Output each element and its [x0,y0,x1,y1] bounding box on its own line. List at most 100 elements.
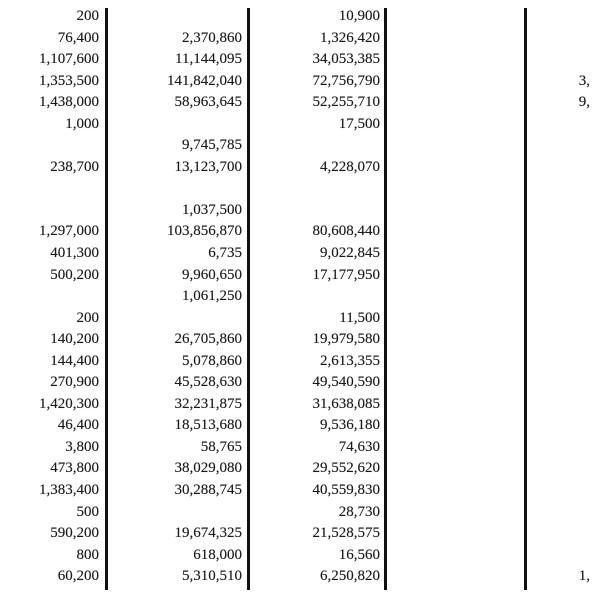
col2-amount: 11,144,095 [175,51,242,68]
col2-amount: 58,765 [200,438,242,455]
col2-amount: 13,123,700 [174,158,243,175]
table-row: 9,745,785 [0,135,600,157]
col1-amount: 500,200 [50,266,99,283]
col2-amount: 32,231,875 [174,395,243,412]
table-row: 46,400 18,513,680 9,536,180 [0,415,600,437]
col1-amount: 1,000 [65,115,99,132]
table-row: 1,000 17,500 [0,114,600,136]
col3-amount: 19,979,580 [312,331,381,348]
column-divider-3 [384,8,387,590]
col2-amount: 9,745,785 [182,137,242,154]
col3-amount: 29,552,620 [312,460,381,477]
col1-amount: 1,420,300 [39,395,99,412]
table-row: 3,800 58,765 74,630 [0,437,600,459]
table-row: 1,061,250 [0,286,600,308]
col3-amount: 9,022,845 [320,245,380,262]
col3-amount: 17,500 [338,115,380,132]
table-row: 1,037,500 [0,200,600,222]
col2-amount: 103,856,870 [167,223,242,240]
col2-amount: 2,370,860 [182,29,242,46]
col4-amount-truncated: 3, [578,72,590,89]
table-row: 1,297,000 103,856,870 80,608,440 [0,221,600,243]
col1-amount: 144,400 [50,352,99,369]
col3-amount: 34,053,385 [312,51,381,68]
col1-amount: 76,400 [57,29,99,46]
col3-amount: 1,326,420 [320,29,380,46]
col2-amount: 45,528,630 [174,374,243,391]
col4-amount-truncated: 9, [578,94,590,111]
table-row: 1,420,300 32,231,875 31,638,085 [0,394,600,416]
col1-amount: 60,200 [57,568,99,585]
table-row: 401,300 6,735 9,022,845 [0,243,600,265]
ledger-table: 200 10,900 76,400 2,370,860 1,326,420 1,… [0,6,600,588]
table-row: 200 11,500 [0,308,600,330]
table-row: 500 28,730 [0,502,600,524]
table-row: 473,800 38,029,080 29,552,620 [0,458,600,480]
col3-amount: 72,756,790 [312,72,381,89]
table-row: 1,353,500 141,842,040 72,756,790 3, [0,71,600,93]
col3-amount: 4,228,070 [320,158,380,175]
table-row: 1,383,400 30,288,745 40,559,830 [0,480,600,502]
col2-amount: 141,842,040 [167,72,242,89]
col2-amount: 30,288,745 [174,482,243,499]
table-row: 144,400 5,078,860 2,613,355 [0,351,600,373]
col1-amount: 590,200 [50,525,99,542]
col3-amount: 49,540,590 [312,374,381,391]
table-row: 1,438,000 58,963,645 52,255,710 9, [0,92,600,114]
col2-amount: 1,037,500 [182,201,242,218]
col1-amount: 140,200 [50,331,99,348]
col1-amount: 1,353,500 [39,72,99,89]
col1-amount: 473,800 [50,460,99,477]
table-row: 200 10,900 [0,6,600,28]
column-divider-1 [105,8,108,590]
col2-amount: 19,674,325 [174,525,243,542]
table-row: 140,200 26,705,860 19,979,580 [0,329,600,351]
col2-amount: 5,078,860 [182,352,242,369]
col2-amount: 58,963,645 [174,94,243,111]
col1-amount: 46,400 [57,417,99,434]
col1-amount: 800 [76,546,100,563]
col3-amount: 21,528,575 [312,525,381,542]
col2-amount: 38,029,080 [174,460,243,477]
col1-amount: 1,383,400 [39,482,99,499]
col1-amount: 1,438,000 [39,94,99,111]
table-row: 1,107,600 11,144,095 34,053,385 [0,49,600,71]
col3-amount: 52,255,710 [312,94,381,111]
table-row: 60,200 5,310,510 6,250,820 1, [0,566,600,588]
col2-amount: 9,960,650 [182,266,242,283]
col1-amount: 200 [76,8,100,24]
col1-amount: 3,800 [65,438,99,455]
col3-amount: 11,500 [339,309,380,326]
col2-amount: 18,513,680 [174,417,243,434]
col2-amount: 26,705,860 [174,331,243,348]
col3-amount: 10,900 [338,8,380,24]
col2-amount: 6,735 [208,245,242,262]
col3-amount: 2,613,355 [320,352,380,369]
col3-amount: 74,630 [338,438,380,455]
col1-amount: 270,900 [50,374,99,391]
table-row [0,178,600,200]
table-row: 590,200 19,674,325 21,528,575 [0,523,600,545]
col2-amount: 1,061,250 [182,288,242,305]
col2-amount: 618,000 [193,546,242,563]
col2-amount: 5,310,510 [182,568,242,585]
col3-amount: 6,250,820 [320,568,380,585]
table-row: 238,700 13,123,700 4,228,070 [0,157,600,179]
table-row: 76,400 2,370,860 1,326,420 [0,28,600,50]
col1-amount: 200 [76,309,100,326]
col1-amount: 1,297,000 [39,223,99,240]
col1-amount: 401,300 [50,245,99,262]
col3-amount: 31,638,085 [312,395,381,412]
table-row: 800 618,000 16,560 [0,545,600,567]
col3-amount: 16,560 [338,546,380,563]
col3-amount: 9,536,180 [320,417,380,434]
col4-amount-truncated: 1, [578,568,590,585]
column-divider-2 [247,8,250,590]
column-divider-4 [524,8,527,590]
col3-amount: 40,559,830 [312,482,381,499]
col1-amount: 500 [76,503,100,520]
col1-amount: 1,107,600 [39,51,99,68]
col3-amount: 80,608,440 [312,223,381,240]
table-row: 500,200 9,960,650 17,177,950 [0,265,600,287]
